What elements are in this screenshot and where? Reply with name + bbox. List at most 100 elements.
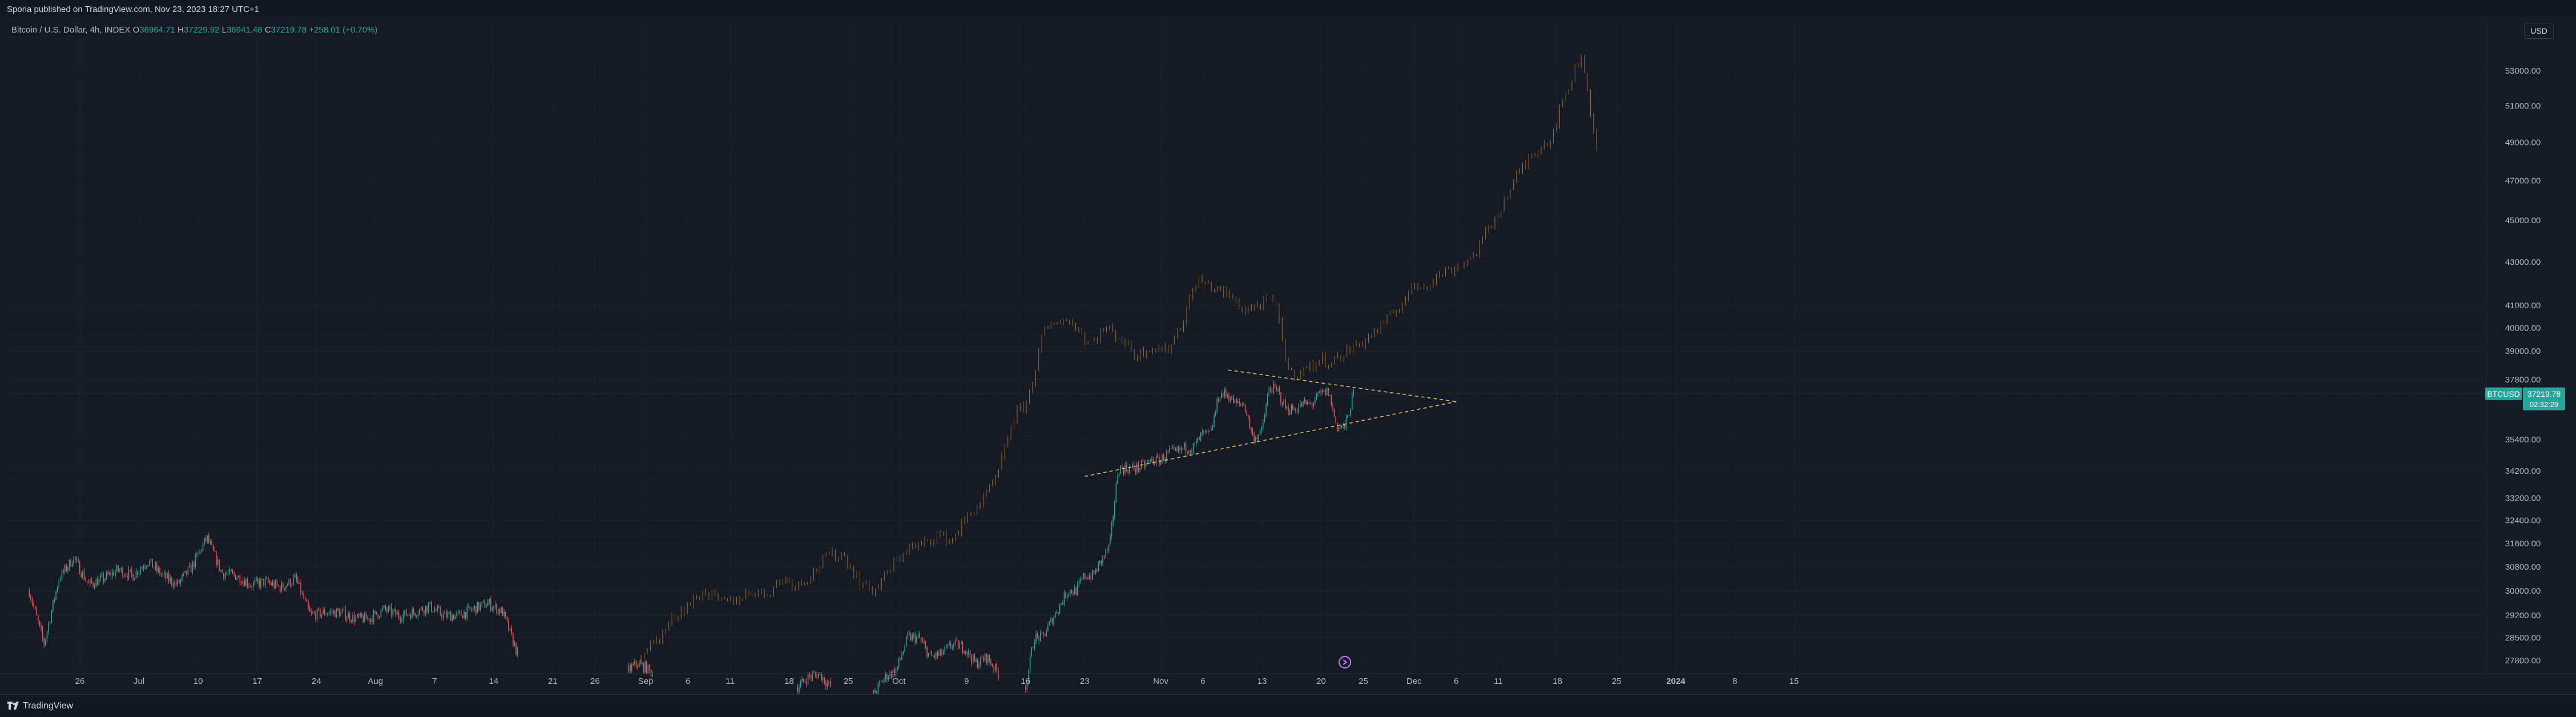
candle-body <box>971 656 972 663</box>
candle-body <box>1331 395 1332 406</box>
currency-button[interactable]: USD <box>2524 23 2554 39</box>
candle-body <box>94 586 95 587</box>
candle-body <box>100 575 101 579</box>
last-price-label: 37219.78 <box>2527 389 2561 398</box>
x-tick-label: 16 <box>1021 676 1030 686</box>
candle-body <box>1209 430 1211 432</box>
candle-body <box>962 642 964 652</box>
candle-body <box>987 655 989 663</box>
candle-body <box>888 677 889 680</box>
candle-body <box>278 585 279 586</box>
candle-body <box>498 609 499 614</box>
candle-body <box>115 571 116 576</box>
event-markers <box>1339 656 1352 668</box>
candle-body <box>58 580 60 587</box>
projection-bars <box>628 54 1597 672</box>
triangle-lower-line[interactable] <box>1085 401 1457 477</box>
candle-body <box>358 614 360 617</box>
candle-body <box>373 611 374 623</box>
candle-body <box>508 621 509 631</box>
candle-body <box>266 578 268 579</box>
candle-body <box>517 648 518 655</box>
x-tick-label: 24 <box>312 676 321 686</box>
candle-body <box>88 582 90 583</box>
candle-body <box>257 578 259 581</box>
candle-body <box>376 611 377 615</box>
candle-body <box>348 613 349 618</box>
candle-body <box>487 602 489 606</box>
price-chart[interactable]: 53000.00 51000.00 49000.00 47000.00 45000.00… <box>0 18 2576 694</box>
candle-body <box>1172 447 1174 449</box>
candle-body <box>1043 633 1044 634</box>
candle-body <box>138 572 140 575</box>
candle-body <box>952 647 953 648</box>
candle-body <box>1100 560 1102 563</box>
candle-body <box>1203 431 1204 432</box>
candle-body <box>147 565 149 566</box>
candle-body <box>1241 404 1243 405</box>
candle-body <box>355 617 357 622</box>
candle-body <box>941 649 942 655</box>
candle-body <box>410 614 412 619</box>
candle-body <box>149 561 150 565</box>
candle-body <box>1139 468 1140 470</box>
candle-body <box>1098 562 1099 571</box>
candle-body <box>64 565 66 573</box>
candle-body <box>479 604 481 610</box>
candle-body <box>269 582 271 583</box>
candle-body <box>822 677 824 680</box>
price-axis[interactable]: 53000.00 51000.00 49000.00 47000.00 45000.00… <box>2486 18 2541 674</box>
candle-body <box>196 554 197 555</box>
candle-body <box>1335 416 1337 423</box>
event-marker-icon[interactable] <box>1339 656 1352 668</box>
candle-body <box>1029 656 1031 671</box>
candle-body <box>331 611 333 613</box>
candle-body <box>446 611 447 618</box>
candle-body <box>400 617 401 621</box>
candle-body <box>483 601 484 602</box>
time-axis[interactable]: 26 Jul 10 17 24 Aug 7 14 21 26 Sep 6 11 18 25 Oct 9 16 23 N… <box>0 673 2576 686</box>
candle-body <box>352 615 353 622</box>
candle-body <box>71 564 73 567</box>
candle-body <box>202 543 204 551</box>
candle-body <box>1319 392 1320 393</box>
triangle-upper-line[interactable] <box>1228 369 1457 402</box>
candle-body <box>182 575 183 580</box>
candle-body <box>1145 463 1147 468</box>
candle-body <box>1127 470 1129 473</box>
x-tick-label: 26 <box>75 676 85 686</box>
candle-body <box>1316 393 1317 400</box>
x-tick-label: Aug <box>368 676 383 686</box>
candle-body <box>417 614 419 617</box>
x-tick-label: Nov <box>1153 676 1168 686</box>
candle-body <box>379 616 380 618</box>
candle-body <box>233 572 235 575</box>
candle-body <box>175 581 177 585</box>
candle-body <box>628 666 630 671</box>
candle-body <box>640 662 642 664</box>
symbol-legend: Bitcoin / U.S. Dollar, 4h, INDEX O36964.… <box>11 25 377 35</box>
candle-body <box>345 609 346 620</box>
candle-body <box>217 559 219 565</box>
candle-body <box>1281 402 1283 405</box>
candle-body <box>879 682 880 683</box>
candle-body <box>505 611 506 617</box>
candle-body <box>1253 434 1255 442</box>
y-tick-label: 53000.00 <box>2505 66 2541 76</box>
candle-body <box>1148 460 1150 462</box>
candle-body <box>1078 581 1080 584</box>
candle-body <box>70 559 71 567</box>
candle-body <box>208 535 209 543</box>
candle-body <box>902 651 904 655</box>
candle-body <box>1063 592 1065 604</box>
candle-body <box>122 568 123 577</box>
candle-body <box>190 565 192 573</box>
candle-body <box>644 662 646 672</box>
candle-body <box>382 608 383 610</box>
candle-body <box>1305 400 1307 405</box>
candle-body <box>1160 460 1162 465</box>
candle-body <box>463 612 465 619</box>
candle-body <box>239 575 241 583</box>
candle-body <box>440 607 441 615</box>
candle-body <box>426 606 428 612</box>
